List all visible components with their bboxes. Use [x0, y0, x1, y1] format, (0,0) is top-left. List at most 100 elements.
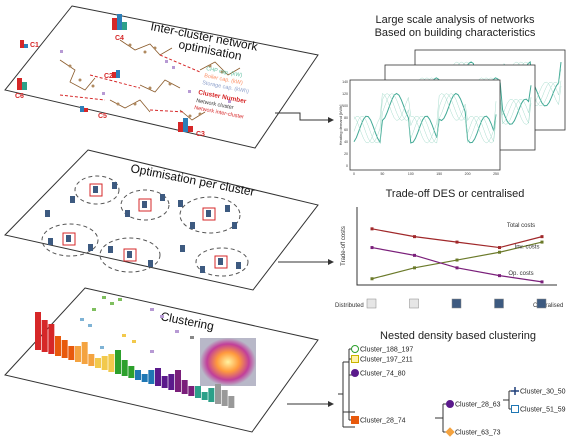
- tradeoff-point: [413, 235, 416, 239]
- networks-chart: Heating demand [kWh]Typical days [h]0501…: [338, 49, 566, 175]
- cluster-label-c4: C4: [115, 35, 124, 42]
- histogram-bar: [41, 320, 48, 352]
- tradeoff-config-icon: [451, 298, 462, 309]
- histogram-bar: [128, 366, 135, 378]
- networks-ytick: 0: [346, 164, 348, 168]
- tradeoff-axes: [356, 207, 557, 286]
- histogram-bar: [215, 384, 221, 404]
- cluster-bars-c6: [17, 78, 27, 90]
- cluster-leaf-label: Cluster_28_63: [455, 402, 501, 409]
- networks-title-2: Based on building characteristics: [374, 27, 536, 39]
- density-histogram: [35, 312, 235, 408]
- histogram-bar: [61, 340, 68, 358]
- networks-ytick: 20: [344, 152, 348, 156]
- tradeoff-series-label: Op. costs: [508, 271, 533, 277]
- top-legend: CHP cap. (kW) Boiler cap. (kW) Storage c…: [194, 66, 250, 121]
- networks-ytick: 140: [342, 80, 348, 84]
- tradeoff-title: Trade-off DES or centralised: [385, 188, 525, 200]
- cluster-label-c5: C5: [98, 113, 107, 120]
- cluster-marker: [511, 387, 519, 395]
- tradeoff-config-icon: [366, 298, 377, 309]
- tradeoff-config-icon: [409, 298, 419, 309]
- tradeoff-point: [498, 246, 501, 250]
- cluster-label-c1: C1: [30, 42, 39, 49]
- tradeoff-point: [455, 258, 459, 262]
- histogram-bar: [168, 374, 175, 390]
- cluster-marker: [351, 416, 359, 424]
- histogram-bar: [161, 376, 168, 388]
- networks-ytick: 60: [344, 128, 348, 132]
- tradeoff-point: [455, 266, 459, 270]
- tradeoff-point: [498, 250, 501, 254]
- cluster-leaf-label: Cluster_51_59: [520, 407, 566, 414]
- dendro-title: Nested density based clustering: [380, 330, 536, 342]
- histogram-bar: [101, 356, 108, 370]
- tradeoff-point: [413, 253, 416, 257]
- tradeoff-point: [540, 240, 544, 244]
- histogram-bar: [95, 358, 101, 368]
- layer-stack: C4 C1 C6 C2 C3 C5 Inter-cluster network …: [4, 5, 319, 433]
- networks-xtick: 200: [465, 172, 471, 175]
- middle-buildings: [45, 182, 241, 273]
- tradeoff-point: [370, 246, 374, 250]
- tradeoff-config-icon: [494, 298, 504, 309]
- histogram-bar: [75, 346, 81, 362]
- middle-cluster-centers: [62, 183, 228, 269]
- histogram-bar: [208, 388, 215, 402]
- network-trace: [353, 93, 497, 144]
- cluster-marker: [351, 355, 359, 363]
- histogram-bar: [115, 350, 121, 374]
- tradeoff-point: [540, 235, 544, 239]
- histogram-bar: [108, 354, 115, 372]
- cluster-bars-c3: [178, 118, 193, 132]
- tradeoff-point: [455, 240, 459, 244]
- cluster-marker: [511, 405, 519, 413]
- cluster-leaf-label: Cluster_30_50: [520, 389, 566, 396]
- middle-layer-plane: [4, 149, 319, 291]
- network-subplot: [349, 79, 501, 171]
- cluster-bars-c2: [112, 70, 120, 78]
- histogram-bar: [155, 368, 161, 386]
- histogram-bar: [175, 370, 181, 392]
- histogram-bar: [68, 346, 75, 360]
- cluster-marker: [351, 369, 359, 377]
- networks-title-1: Large scale analysis of networks: [375, 14, 535, 26]
- histogram-bar: [141, 374, 148, 382]
- histogram-bar: [135, 370, 141, 380]
- histogram-bar: [221, 390, 228, 406]
- network-trace: [353, 93, 497, 144]
- density-heatmap: [200, 338, 256, 386]
- top-buildings: [68, 43, 224, 118]
- tradeoff-chart: Trade-off costs Total costs Inv. costs Op. …: [335, 207, 563, 309]
- networks-ylabel: Heating demand [kWh]: [338, 105, 343, 146]
- bottom-layer-plane: [4, 287, 319, 433]
- cluster-leaf-label: Cluster_188_197: [360, 347, 413, 354]
- tradeoff-x-left: Distributed: [335, 303, 364, 309]
- histogram-bar: [35, 312, 41, 350]
- tradeoff-series-label: Inv. costs: [515, 245, 540, 251]
- cluster-leaf-label: Cluster_63_73: [455, 430, 501, 437]
- cluster-leaf-label: Cluster_74_80: [360, 371, 406, 378]
- arrow-top: [275, 112, 334, 123]
- middle-cluster-rings: [41, 175, 249, 277]
- histogram-bar: [148, 370, 155, 384]
- networks-ytick: 40: [344, 140, 348, 144]
- histogram-bar: [195, 386, 201, 398]
- tradeoff-config-icon: [536, 298, 547, 309]
- tradeoff-point: [498, 274, 501, 278]
- cluster-bars-c5: [80, 106, 88, 112]
- bottom-scatter: [80, 296, 194, 353]
- top-buildings-purple: [60, 50, 231, 103]
- cluster-leaf-label: Cluster_28_74: [360, 418, 406, 425]
- histogram-bar: [121, 360, 128, 376]
- cluster-label-c2: C2: [104, 73, 113, 80]
- dendrogram: Cluster_188_197 Cluster_197_211 Cluster_74…: [338, 345, 566, 437]
- cluster-marker: [445, 427, 455, 437]
- tradeoff-point: [540, 280, 544, 284]
- networks-xtick: 150: [436, 172, 442, 175]
- tradeoff-x-right: Centralised: [533, 303, 563, 309]
- cluster-bars-c1: [20, 40, 28, 48]
- histogram-bar: [48, 324, 55, 354]
- networks-xtick: 250: [493, 172, 499, 175]
